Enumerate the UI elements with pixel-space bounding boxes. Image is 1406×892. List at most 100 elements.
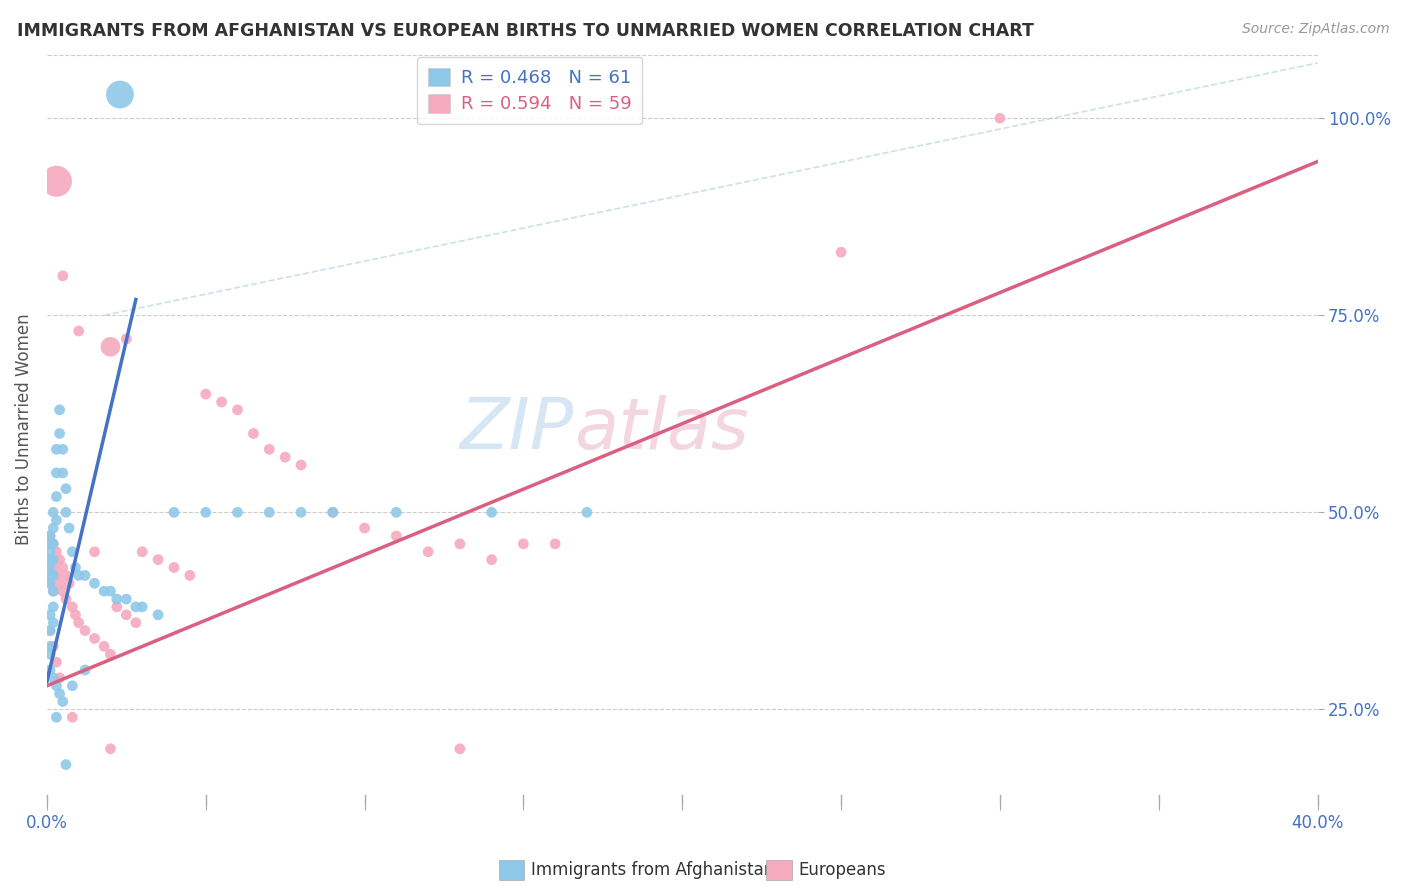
Point [42,521,65,535]
Point [226,402,249,417]
Point [259,442,281,457]
Point [39,576,62,591]
Point [45,174,67,188]
Point [163,505,186,519]
Point [83,632,105,646]
Point [146,552,169,566]
Point [73,568,96,582]
Point [93,584,115,599]
Point [115,592,138,607]
Point [52,466,75,480]
Point [105,592,128,607]
Point [42,584,65,599]
Point [481,552,503,566]
Point [73,663,96,677]
Point [39,560,62,574]
Point [42,560,65,574]
Point [290,458,312,472]
Point [39,624,62,638]
Point [512,537,534,551]
Text: ZIP: ZIP [460,395,574,464]
Point [67,568,90,582]
Point [52,584,75,599]
Point [42,537,65,551]
Point [194,505,217,519]
Point [73,624,96,638]
Point [39,537,62,551]
Text: atlas: atlas [574,395,749,464]
Point [42,599,65,614]
Point [48,426,70,441]
Point [211,395,233,409]
Point [226,505,249,519]
Point [322,505,344,519]
Point [449,537,471,551]
Point [131,599,153,614]
Point [108,87,131,102]
Y-axis label: Births to Unmarried Women: Births to Unmarried Women [15,314,32,545]
Point [42,537,65,551]
Point [45,568,67,582]
Point [45,679,67,693]
Point [416,545,439,559]
Point [988,112,1011,126]
Point [67,615,90,630]
Point [67,324,90,338]
Point [48,687,70,701]
Point [194,387,217,401]
Point [39,624,62,638]
Point [163,560,186,574]
Point [58,521,80,535]
Point [100,584,122,599]
Point [115,332,138,346]
Point [45,545,67,559]
Point [125,599,148,614]
Point [353,521,375,535]
Point [449,741,471,756]
Point [48,402,70,417]
Point [125,615,148,630]
Point [52,694,75,708]
Point [65,560,87,574]
Point [274,450,297,465]
Legend: R = 0.468   N = 61, R = 0.594   N = 59: R = 0.468 N = 61, R = 0.594 N = 59 [418,57,643,124]
Point [60,679,83,693]
Point [45,490,67,504]
Point [39,529,62,543]
Text: Immigrants from Afghanistan: Immigrants from Afghanistan [531,861,775,879]
Point [100,340,122,354]
Point [42,640,65,654]
Point [42,552,65,566]
Point [52,268,75,283]
Point [146,607,169,622]
Point [55,482,77,496]
Point [60,545,83,559]
Point [83,576,105,591]
Point [48,671,70,685]
Point [42,584,65,599]
Point [39,647,62,661]
Point [39,552,62,566]
Point [39,529,62,543]
Point [55,505,77,519]
Point [115,607,138,622]
Point [65,607,87,622]
Point [385,529,408,543]
Point [322,505,344,519]
Point [60,710,83,724]
Point [42,568,65,582]
Point [42,615,65,630]
Point [100,647,122,661]
Point [45,466,67,480]
Point [42,505,65,519]
Point [39,663,62,677]
Point [83,545,105,559]
Point [105,599,128,614]
Point [55,757,77,772]
Point [242,426,264,441]
Point [58,576,80,591]
Point [39,568,62,582]
Point [575,505,598,519]
Point [481,505,503,519]
Point [52,442,75,457]
